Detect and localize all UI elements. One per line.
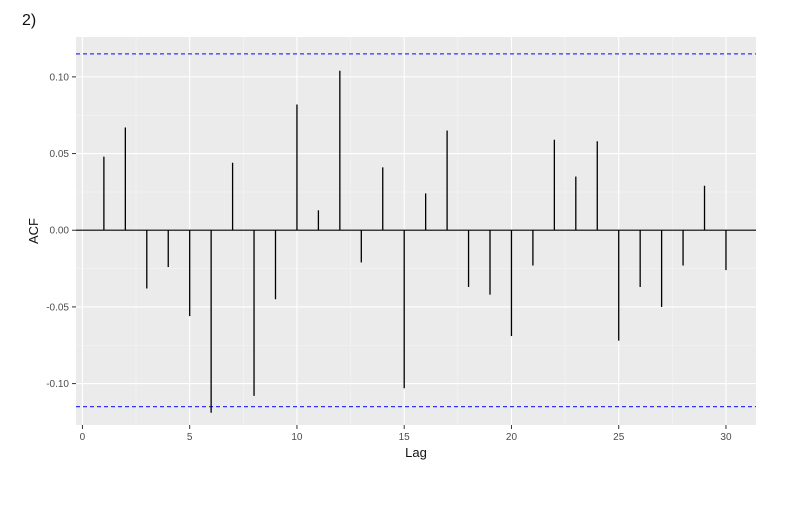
y-axis-ticks: -0.10 -0.05 0.00 0.05 0.10 [46,72,76,390]
grid-lines [76,37,756,425]
x-tick-label: 10 [291,432,303,443]
y-tick-label: -0.10 [46,379,69,390]
confidence-bands [76,53,756,408]
y-tick-label: 0.05 [50,149,70,160]
x-tick-label: 5 [187,432,193,443]
x-tick-label: 15 [399,432,411,443]
x-axis-ticks: 0 5 10 15 20 25 30 [80,425,732,443]
x-tick-label: 25 [613,432,625,443]
x-axis-title: Lag [405,445,427,460]
y-tick-label: -0.05 [46,302,69,313]
x-tick-label: 30 [720,432,732,443]
x-tick-label: 0 [80,432,86,443]
plot-panel [76,37,756,425]
x-tick-label: 20 [506,432,518,443]
y-tick-label: 0.00 [50,226,70,237]
y-axis-title: ACF [26,218,41,244]
acf-bars [103,70,727,413]
y-tick-label: 0.10 [50,72,70,83]
figure-label: 2) [22,12,37,29]
